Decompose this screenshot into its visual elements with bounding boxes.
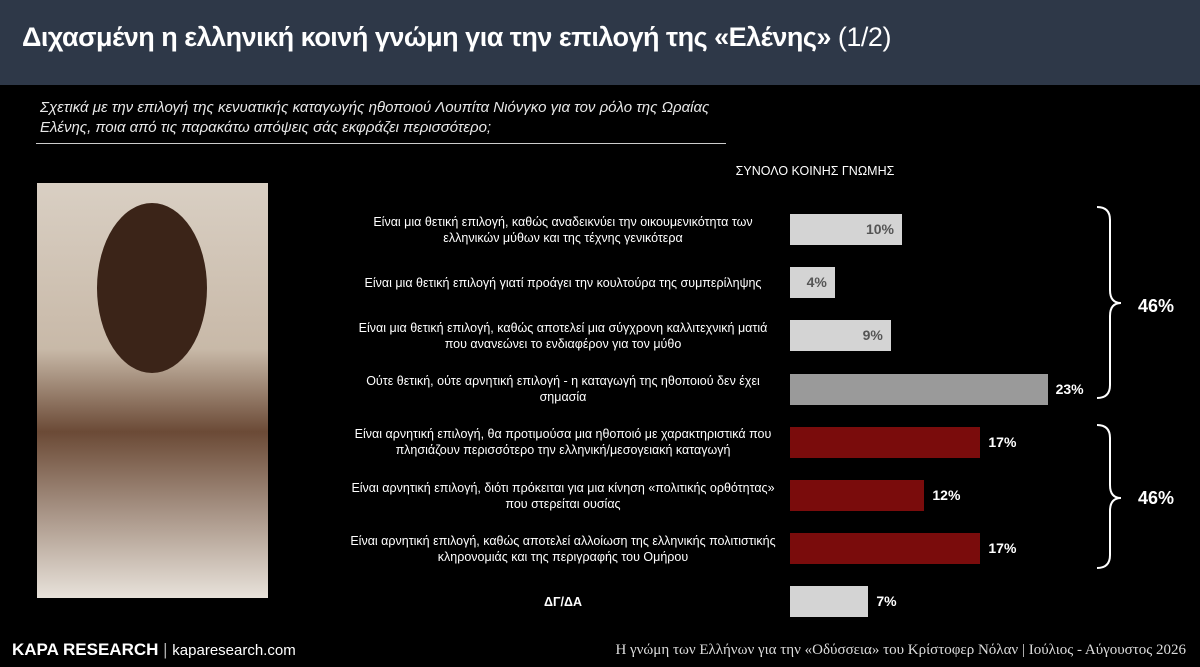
- title-suffix: (1/2): [837, 22, 892, 52]
- category-label: Είναι μια θετική επιλογή, καθώς αναδεικν…: [373, 214, 753, 245]
- annotation: 46%: [1138, 296, 1175, 316]
- category-label: Είναι μια θετική επιλογή, καθώς αποτελεί…: [358, 320, 768, 351]
- category-label: Είναι αρνητική επιλογή, θα προτιμούσα μι…: [354, 427, 772, 458]
- value-label: 17%: [988, 540, 1017, 557]
- bar: [790, 586, 869, 618]
- value-label: 9%: [862, 327, 883, 344]
- category-label: ΔΓ/ΔΑ: [544, 594, 582, 609]
- photo: [37, 183, 268, 598]
- category-label: Ούτε θετική, ούτε αρνητική επιλογή - η κ…: [366, 374, 760, 405]
- value-label: 4%: [806, 274, 827, 291]
- title: Διχασμένη η ελληνική κοινή γνώμη για την…: [22, 22, 891, 53]
- subtitle-rule: [36, 143, 726, 144]
- footer-brand: KAPA RESEARCH | kaparesearch.com: [12, 640, 296, 659]
- bar: [790, 267, 835, 299]
- photo-face: [97, 203, 207, 373]
- category-label: Είναι αρνητική επιλογή, καθώς αποτελεί α…: [350, 533, 776, 564]
- bar: [790, 373, 1048, 405]
- footer: KAPA RESEARCH | kaparesearch.com Η γνώμη…: [0, 640, 1200, 667]
- braces: [1096, 206, 1122, 569]
- bar: [790, 533, 981, 565]
- chart-heading: ΣΥΝΟΛΟ ΚΟΙΝΗΣ ΓΝΩΜΗΣ: [735, 164, 895, 178]
- brand: KAPA RESEARCH: [12, 640, 159, 659]
- site: kaparesearch.com: [172, 642, 296, 659]
- value-label: 23%: [1055, 380, 1084, 397]
- value-label: 10%: [865, 221, 894, 237]
- category-label: Είναι αρνητική επιλογή, διότι πρόκειται …: [351, 480, 775, 511]
- value-label: 17%: [988, 433, 1017, 450]
- bar: [790, 426, 981, 458]
- subtitle: Σχετικά με την επιλογή της κενυατικής κα…: [40, 99, 710, 136]
- category-label: Είναι μια θετική επιλογή γιατί προάγει τ…: [364, 275, 762, 290]
- value-label: 12%: [932, 487, 961, 503]
- bar: [790, 214, 902, 245]
- bar: [790, 320, 891, 352]
- title-text: Διχασμένη η ελληνική κοινή γνώμη για την…: [22, 22, 831, 52]
- footer-note: Η γνώμη των Ελλήνων για την «Οδύσσεια» τ…: [615, 642, 1186, 658]
- bar: [790, 480, 925, 511]
- annotation: 46%: [1138, 488, 1175, 508]
- value-label: 7%: [876, 593, 897, 610]
- header: Διχασμένη η ελληνική κοινή γνώμη για την…: [0, 0, 1200, 85]
- brace: [1096, 424, 1122, 569]
- brace: [1096, 206, 1122, 399]
